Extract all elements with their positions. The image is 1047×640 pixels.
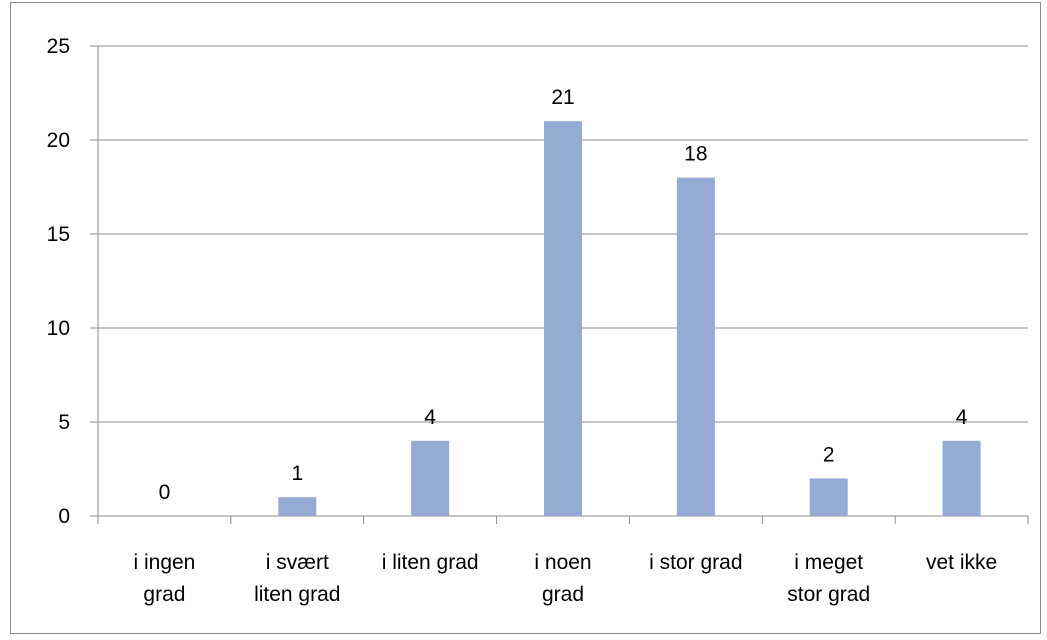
- y-tick-label: 5: [58, 411, 70, 434]
- x-category-label: vet ikke: [926, 551, 997, 574]
- data-label: 1: [291, 462, 303, 485]
- y-tick-label: 20: [47, 129, 70, 152]
- x-category-label: liten grad: [254, 583, 340, 606]
- data-label: 21: [551, 86, 574, 109]
- bar[interactable]: [411, 440, 450, 516]
- x-category-label: i ingen: [133, 551, 195, 574]
- y-tick-label: 25: [47, 35, 70, 58]
- bar[interactable]: [544, 121, 582, 516]
- x-category-label: stor grad: [787, 583, 870, 606]
- data-label: 2: [823, 443, 835, 466]
- chart-frame: [10, 2, 1041, 634]
- x-category-label: grad: [542, 583, 584, 606]
- data-label: 0: [159, 481, 171, 504]
- bar[interactable]: [278, 497, 317, 516]
- x-category-label: i liten grad: [382, 551, 479, 574]
- data-label: 18: [684, 143, 707, 166]
- y-tick-label: 10: [47, 317, 70, 340]
- x-category-label: grad: [143, 583, 185, 606]
- x-category-label: i stor grad: [649, 551, 742, 574]
- y-tick-label: 0: [58, 505, 70, 528]
- x-category-label: i meget: [794, 551, 863, 574]
- data-label: 4: [424, 406, 436, 429]
- bar[interactable]: [942, 440, 981, 516]
- x-category-label: i noen: [534, 551, 591, 574]
- data-label: 4: [956, 406, 968, 429]
- bar[interactable]: [809, 478, 848, 516]
- x-category-label: i svært: [266, 551, 329, 574]
- y-tick-label: 15: [47, 223, 70, 246]
- bar[interactable]: [676, 177, 715, 516]
